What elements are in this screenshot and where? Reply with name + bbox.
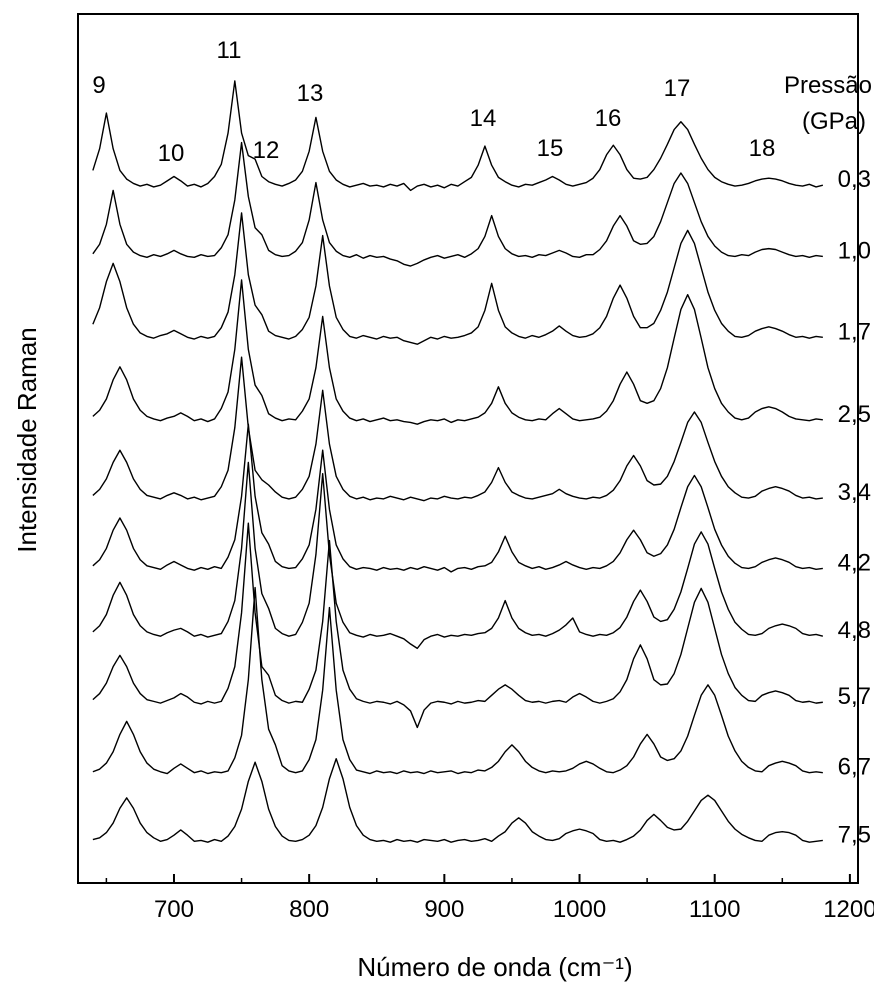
peak-label: 12	[253, 137, 280, 164]
spectrum-line	[92, 279, 823, 425]
peak-label: 11	[217, 37, 242, 64]
x-tick-label: 1200	[823, 896, 874, 923]
spectrum-line	[92, 141, 823, 267]
spectrum-line	[92, 212, 823, 345]
series-label: 1,7	[838, 318, 871, 345]
series-label: 0,3	[838, 166, 871, 193]
series-label: 4,2	[838, 549, 871, 576]
plot-frame	[77, 13, 859, 884]
spectrum-line	[92, 461, 824, 650]
x-tick-label: 900	[424, 896, 464, 923]
spectrum-line	[92, 586, 823, 775]
spectrum-line	[92, 80, 824, 192]
series-label: 1,0	[838, 237, 871, 264]
legend-title: Pressão	[784, 72, 872, 99]
series-label: 2,5	[838, 401, 871, 428]
x-tick-label: 1100	[689, 896, 741, 923]
spectrum-line	[92, 423, 823, 573]
peak-label: 15	[537, 135, 564, 162]
series-label: 3,4	[838, 479, 871, 506]
peak-label: 9	[92, 72, 105, 99]
x-tick-label: 700	[154, 896, 194, 923]
series-label: 4,8	[838, 617, 871, 644]
peak-label: 13	[297, 80, 324, 107]
spectrum-line	[92, 356, 823, 502]
x-tick-label: 1000	[553, 896, 606, 923]
series-label: 7,5	[838, 821, 871, 848]
series-label: 6,7	[838, 754, 871, 781]
spectrum-line	[92, 758, 823, 843]
x-tick-label: 800	[289, 896, 329, 923]
y-axis-label: Intensidade Raman	[12, 327, 42, 552]
x-axis-label: Número de onda (cm⁻¹)	[357, 952, 632, 982]
peak-label: 17	[664, 75, 691, 102]
peak-label: 18	[749, 135, 776, 162]
peak-label: 14	[470, 105, 497, 132]
peak-label: 16	[595, 105, 622, 132]
legend-title: (GPa)	[802, 108, 866, 135]
series-label: 5,7	[838, 683, 871, 710]
peak-label: 10	[158, 140, 185, 167]
spectrum-line	[92, 522, 823, 729]
